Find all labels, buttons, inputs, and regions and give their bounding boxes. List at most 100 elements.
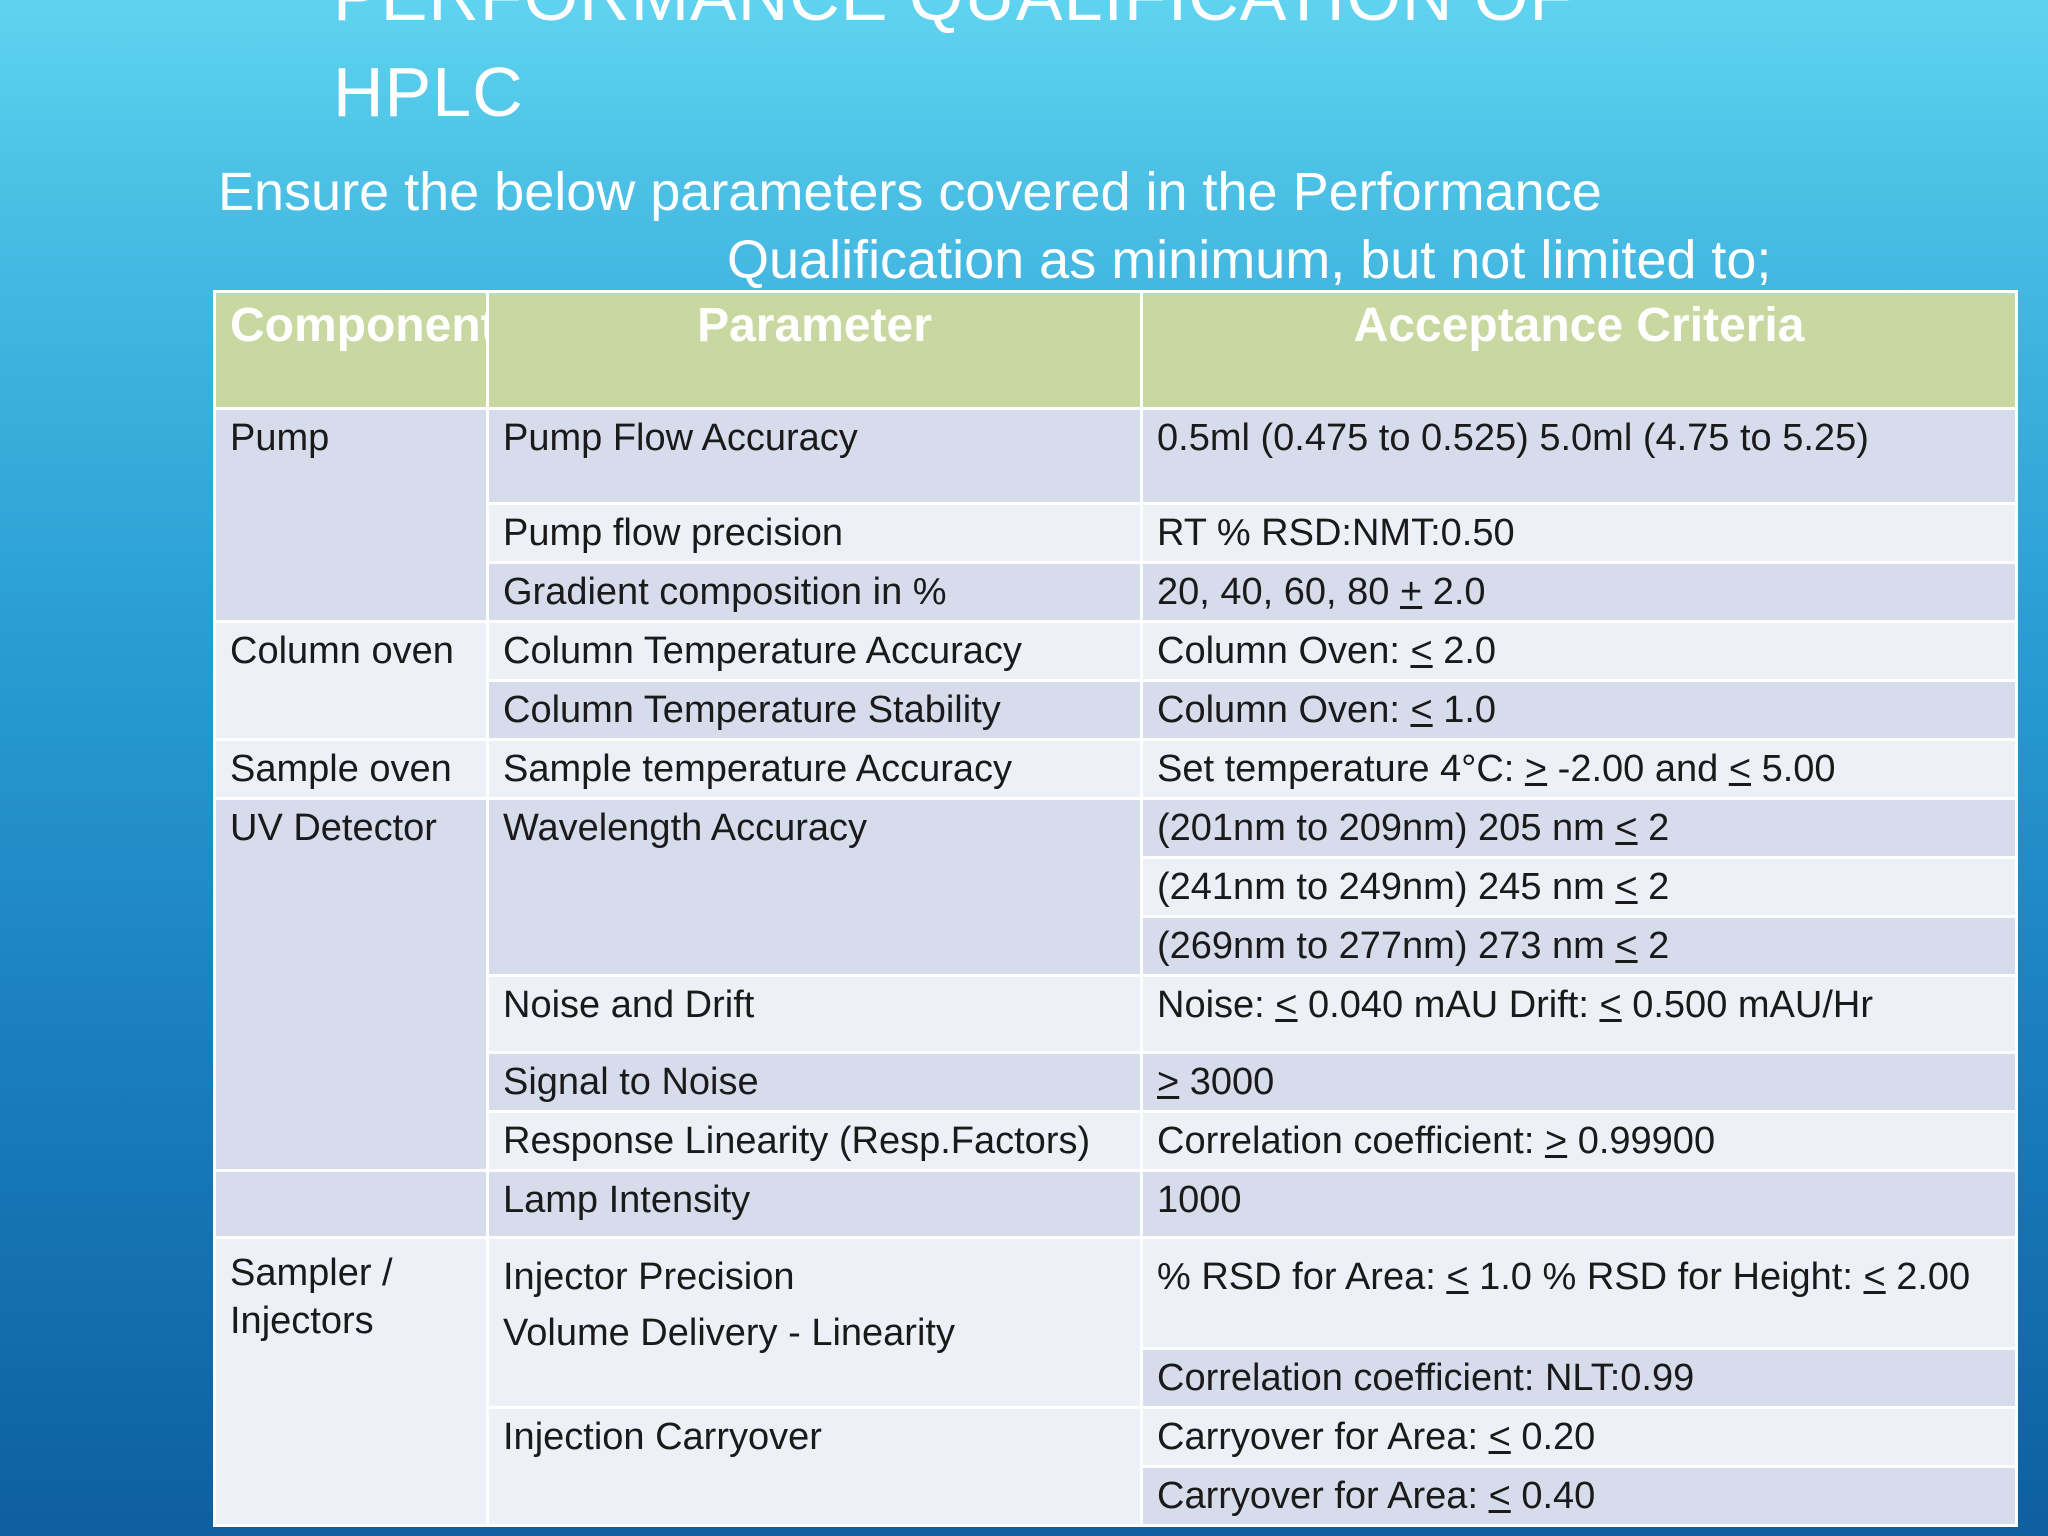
parameter-cell: Injector Precision Volume Delivery - Line…: [486, 1236, 1143, 1409]
table-row: Signal to Noise > 3000: [215, 1051, 2018, 1113]
less-equal-symbol: <: [1488, 1416, 1511, 1458]
parameter-cell: Signal to Noise: [486, 1051, 1143, 1113]
criteria-cell: RT % RSD:NMT:0.50: [1140, 502, 2018, 564]
criteria-cell: Column Oven: < 2.0: [1140, 620, 2018, 682]
criteria-text: 2: [1637, 925, 1670, 967]
less-equal-symbol: <: [1446, 1256, 1469, 1298]
criteria-text: 1.0: [1432, 689, 1497, 731]
intro-line2: Qualification as minimum, but not limite…: [727, 230, 1772, 290]
table-row: Column oven Column Temperature Accuracy …: [213, 620, 2018, 741]
parameter-text: Volume Delivery - Linearity: [503, 1312, 955, 1354]
slide-title-line2: HPLC: [333, 53, 524, 131]
parameter-cell: Wavelength Accuracy: [486, 797, 1143, 977]
criteria-cell: > 3000: [1140, 1051, 2018, 1113]
table-row: (269nm to 277nm) 273 nm < 2: [215, 915, 2018, 977]
less-equal-symbol: <: [1410, 630, 1433, 672]
header-acceptance: Acceptance Criteria: [1140, 290, 2018, 410]
parameter-cell: Response Linearity (Resp.Factors): [486, 1110, 1143, 1172]
header-parameter: Parameter: [486, 290, 1143, 410]
criteria-text: 0.40: [1510, 1475, 1596, 1517]
less-equal-symbol: <: [1615, 807, 1638, 849]
parameter-cell: Column Temperature Stability: [486, 679, 1143, 741]
table-row: Column Temperature Stability Column Oven…: [215, 679, 2018, 741]
criteria-cell: Noise: < 0.040 mAU Drift: < 0.500 mAU/Hr: [1140, 974, 2018, 1054]
criteria-text: 3000: [1179, 1061, 1275, 1103]
parameter-cell: Pump flow precision: [486, 502, 1143, 564]
criteria-cell: % RSD for Area: < 1.0 % RSD for Height: …: [1140, 1236, 2018, 1350]
component-cell: Sample oven: [213, 738, 489, 800]
slide-title-line1: PERFORMANCE QUALIFICATION OF: [333, 0, 1573, 35]
criteria-cell: Column Oven: < 1.0: [1140, 679, 2018, 741]
criteria-cell: 0.5ml (0.475 to 0.525) 5.0ml (4.75 to 5.…: [1140, 407, 2018, 505]
criteria-text: % RSD for Area:: [1157, 1256, 1447, 1298]
slide-title: PERFORMANCE QUALIFICATION OF HPLC: [333, 0, 2033, 140]
table-row: Correlation coefficient: NLT:0.99: [215, 1347, 2018, 1409]
greater-equal-symbol: >: [1157, 1061, 1180, 1103]
less-equal-symbol: <: [1863, 1256, 1886, 1298]
criteria-text: (241nm to 249nm) 245 nm: [1157, 866, 1616, 908]
criteria-text: 0.20: [1510, 1416, 1596, 1458]
table-row: Pump flow precision RT % RSD:NMT:0.50: [215, 502, 2018, 564]
parameter-cell: Gradient composition in %: [486, 561, 1143, 623]
table-row: Sample oven Sample temperature Accuracy …: [213, 738, 2018, 800]
component-cell: Column oven: [213, 620, 489, 741]
criteria-text: Column Oven:: [1157, 689, 1411, 731]
parameter-cell: Injection Carryover: [486, 1406, 1143, 1527]
criteria-text: 0.040 mAU Drift:: [1297, 984, 1600, 1026]
criteria-cell: (269nm to 277nm) 273 nm < 2: [1140, 915, 2018, 977]
parameter-cell: Sample temperature Accuracy: [486, 738, 1143, 800]
slide-intro: Ensure the below parameters covered in t…: [0, 158, 2048, 294]
criteria-text: 2.0: [1422, 571, 1486, 613]
header-component: Component: [213, 290, 489, 410]
criteria-text: 2: [1637, 807, 1670, 849]
criteria-cell: Correlation coefficient: NLT:0.99: [1140, 1347, 2018, 1409]
greater-equal-symbol: >: [1544, 1120, 1568, 1162]
table-row: Pump Pump Flow Accuracy 0.5ml (0.475 to …: [213, 407, 2018, 623]
criteria-cell: Correlation coefficient: > 0.99900: [1140, 1110, 2018, 1172]
criteria-text: 5.00: [1751, 748, 1836, 790]
parameter-cell: Column Temperature Accuracy: [486, 620, 1143, 682]
component-cell: Pump: [213, 407, 489, 623]
less-equal-symbol: <: [1615, 866, 1638, 908]
criteria-text: Carryover for Area:: [1157, 1475, 1489, 1517]
plus-minus-symbol: +: [1399, 571, 1423, 613]
criteria-text: 2: [1637, 866, 1670, 908]
table-row: (241nm to 249nm) 245 nm < 2: [215, 856, 2018, 918]
table-row: Gradient composition in % 20, 40, 60, 80…: [215, 561, 2018, 623]
parameter-cell: Pump Flow Accuracy: [486, 407, 1143, 505]
less-equal-symbol: <: [1615, 925, 1638, 967]
less-equal-symbol: <: [1275, 984, 1298, 1026]
criteria-text: (201nm to 209nm) 205 nm: [1157, 807, 1616, 849]
criteria-text: 0.99900: [1567, 1120, 1716, 1162]
criteria-cell: Set temperature 4°C: > -2.00 and < 5.00: [1140, 738, 2018, 800]
parameter-text: Injector Precision: [503, 1256, 795, 1298]
criteria-text: 2.00: [1885, 1256, 1971, 1298]
pq-table: Component Parameter Acceptance Criteria …: [213, 290, 2018, 1527]
criteria-cell: 1000: [1140, 1169, 2018, 1239]
less-equal-symbol: <: [1599, 984, 1622, 1026]
table-row: Injection Carryover Carryover for Area: …: [215, 1406, 2018, 1527]
component-cell: Sampler / Injectors: [213, 1236, 489, 1527]
component-cell-empty: [213, 1169, 489, 1239]
less-equal-symbol: <: [1728, 748, 1752, 790]
criteria-text: Correlation coefficient:: [1157, 1120, 1545, 1162]
criteria-text: -2.00 and: [1547, 748, 1729, 790]
criteria-text: (269nm to 277nm) 273 nm: [1157, 925, 1616, 967]
less-equal-symbol: <: [1488, 1475, 1511, 1517]
component-cell: UV Detector: [213, 797, 489, 1172]
table-row: Noise and Drift Noise: < 0.040 mAU Drift…: [215, 974, 2018, 1054]
table-row: Sampler / Injectors Injector Precision Vo…: [213, 1236, 2018, 1527]
criteria-cell: 20, 40, 60, 80 + 2.0: [1140, 561, 2018, 623]
greater-equal-symbol: >: [1524, 748, 1548, 790]
parameter-cell: Lamp Intensity: [486, 1169, 1143, 1239]
less-equal-symbol: <: [1410, 689, 1433, 731]
criteria-text: Noise:: [1157, 984, 1276, 1026]
criteria-cell: (201nm to 209nm) 205 nm < 2: [1140, 797, 2018, 859]
intro-line1: Ensure the below parameters covered in t…: [218, 162, 1602, 222]
table-row: Response Linearity (Resp.Factors) Correl…: [215, 1110, 2018, 1172]
criteria-text: Set temperature 4°C:: [1157, 748, 1525, 790]
criteria-text: Column Oven:: [1157, 630, 1411, 672]
criteria-text: 2.0: [1432, 630, 1497, 672]
parameter-cell: Noise and Drift: [486, 974, 1143, 1054]
table-row: Lamp Intensity 1000: [213, 1169, 2018, 1239]
